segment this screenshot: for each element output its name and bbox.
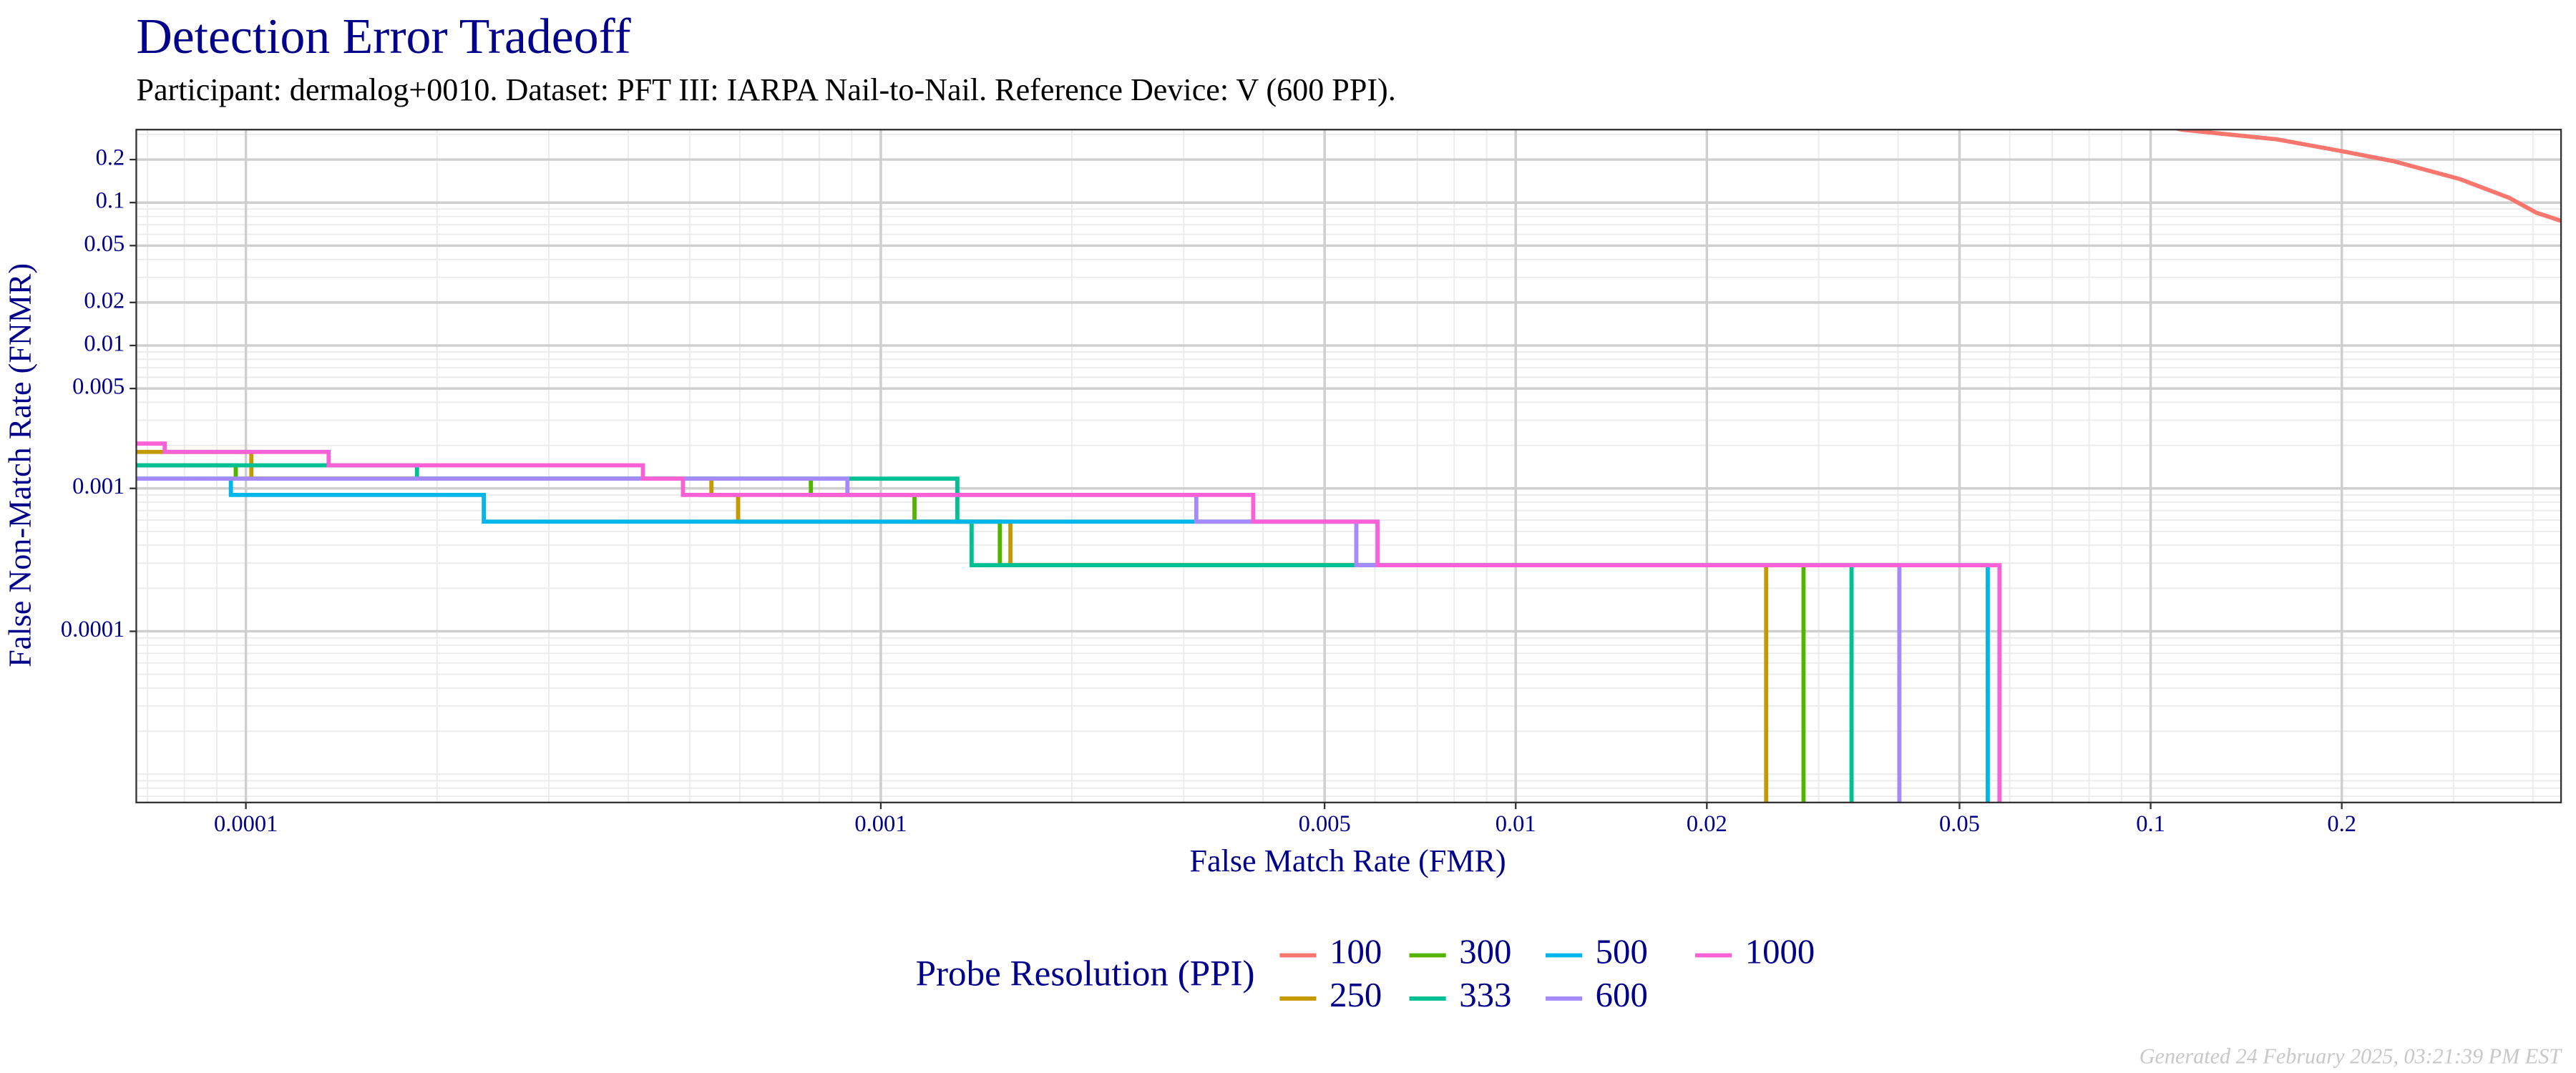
legend-label: 500 (1596, 933, 1648, 971)
legend-label: 300 (1459, 933, 1511, 971)
series-line (2172, 129, 2562, 223)
series-line (136, 463, 1854, 803)
chart-subtitle: Participant: dermalog+0010. Dataset: PFT… (136, 72, 1395, 107)
series-line (136, 463, 1806, 803)
y-tick-label: 0.01 (84, 330, 125, 356)
legend-label: 100 (1330, 933, 1382, 971)
plot-border (135, 129, 2562, 804)
y-tick-label: 0.02 (84, 288, 125, 313)
legend-label: 1000 (1745, 933, 1815, 971)
y-tick-label: 0.1 (96, 188, 125, 214)
plot-area (136, 129, 2562, 803)
x-tick-label: 0.05 (1939, 811, 1980, 837)
x-tick-label: 0.1 (2136, 811, 2165, 837)
footer: Generated 24 February 2025, 03:21:39 PM … (2140, 1044, 2563, 1068)
y-tick-label: 0.0001 (61, 617, 125, 642)
x-tick-label: 0.2 (2327, 811, 2356, 837)
legend-label: 600 (1596, 976, 1648, 1014)
grid (136, 129, 2562, 803)
legend-label: 250 (1330, 976, 1382, 1014)
x-axis-title: False Match Rate (FMR) (1189, 843, 1506, 878)
chart-title: Detection Error Tradeoff (136, 9, 631, 64)
x-tick-label: 0.001 (854, 811, 907, 837)
y-tick-label: 0.001 (72, 474, 125, 499)
series-line (136, 449, 1769, 803)
y-axis-title: False Non-Match Rate (FNMR) (3, 263, 38, 667)
y-tick-label: 0.2 (96, 145, 125, 171)
series-line (136, 476, 1990, 803)
x-tick-label: 0.01 (1496, 811, 1536, 837)
series-line (136, 441, 2002, 803)
legend-title: Probe Resolution (PPI) (916, 953, 1255, 994)
y-tick-label: 0.005 (72, 374, 125, 400)
y-tick-label: 0.05 (84, 231, 125, 257)
x-tick-label: 0.0001 (214, 811, 278, 837)
x-tick-label: 0.005 (1299, 811, 1351, 837)
series-line (136, 476, 1902, 803)
x-tick-label: 0.02 (1687, 811, 1727, 837)
legend-label: 333 (1459, 976, 1511, 1014)
